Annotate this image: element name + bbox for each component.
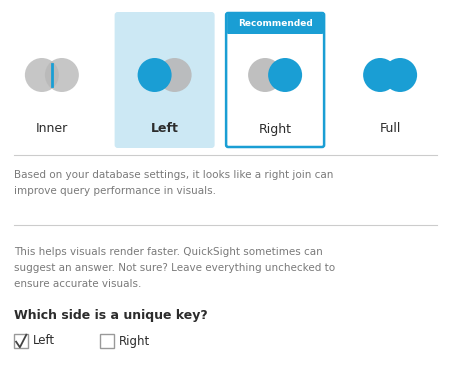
- FancyBboxPatch shape: [226, 13, 324, 147]
- Circle shape: [138, 58, 172, 92]
- Text: Left: Left: [151, 122, 179, 136]
- Text: This helps visuals render faster. QuickSight sometimes can
suggest an answer. No: This helps visuals render faster. QuickS…: [14, 247, 335, 288]
- Text: Recommended: Recommended: [238, 19, 313, 28]
- Text: Right: Right: [119, 335, 150, 348]
- Text: Full: Full: [379, 122, 401, 136]
- Text: Right: Right: [258, 122, 292, 136]
- Circle shape: [268, 58, 302, 92]
- Circle shape: [363, 58, 397, 92]
- FancyBboxPatch shape: [227, 14, 323, 34]
- FancyBboxPatch shape: [115, 12, 215, 148]
- Circle shape: [248, 58, 282, 92]
- Text: Left: Left: [33, 335, 55, 348]
- Text: Inner: Inner: [36, 122, 68, 136]
- Circle shape: [45, 58, 79, 92]
- FancyBboxPatch shape: [14, 334, 28, 348]
- Circle shape: [157, 58, 192, 92]
- Circle shape: [25, 58, 59, 92]
- Circle shape: [383, 58, 417, 92]
- FancyBboxPatch shape: [100, 334, 114, 348]
- Text: Which side is a unique key?: Which side is a unique key?: [14, 310, 208, 323]
- Text: Based on your database settings, it looks like a right join can
improve query pe: Based on your database settings, it look…: [14, 170, 333, 196]
